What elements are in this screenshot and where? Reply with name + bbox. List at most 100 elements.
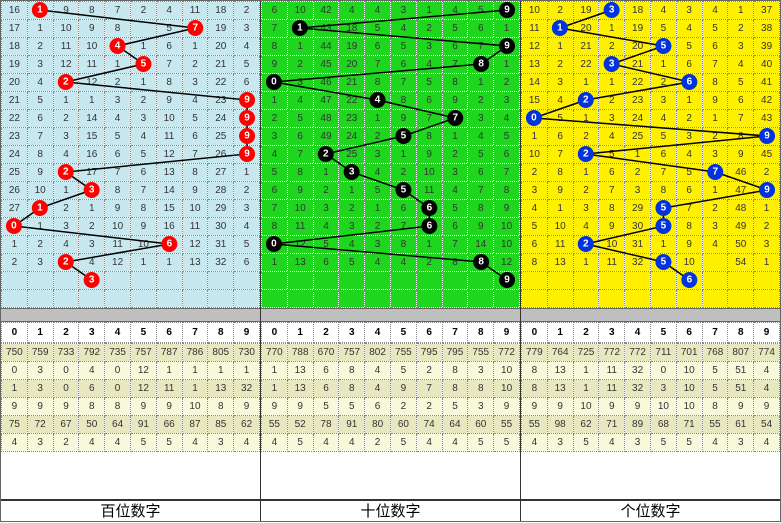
cell: 47 <box>313 92 339 110</box>
chart-wrapper: 1698724111821711098512193182111016120419… <box>0 0 781 522</box>
cell: 7 <box>650 164 676 182</box>
cell: 2 <box>676 110 702 128</box>
stat-cell: 2 <box>365 434 391 452</box>
cell: 2 <box>573 128 599 146</box>
cell: 1 <box>53 92 79 110</box>
cell: 9 <box>676 236 702 254</box>
stat-cell: 10 <box>676 362 702 380</box>
stat-cell: 5 <box>390 362 416 380</box>
cell: 6 <box>313 254 339 272</box>
cell: 8 <box>79 2 105 20</box>
cell: 24 <box>208 110 234 128</box>
cell-empty <box>416 272 442 290</box>
stat-cell: 13 <box>287 380 313 398</box>
stat-cell: 0 <box>105 380 131 398</box>
cell: 8 <box>390 236 416 254</box>
cell: 3 <box>650 92 676 110</box>
cell: 1 <box>287 38 313 56</box>
cell-empty <box>468 272 494 290</box>
cell: 9 <box>442 92 468 110</box>
cell: 14 <box>468 236 494 254</box>
cell-empty <box>702 290 728 308</box>
cell: 1 <box>573 74 599 92</box>
cell: 5 <box>234 236 260 254</box>
cell-empty <box>339 290 365 308</box>
header-digit: 5 <box>390 323 416 343</box>
cell <box>573 146 599 164</box>
cell <box>2 218 28 236</box>
cell: 1 <box>416 2 442 20</box>
cell: 4 <box>676 146 702 164</box>
stat-cell: 8 <box>339 362 365 380</box>
cell: 3 <box>365 146 391 164</box>
cell: 48 <box>728 200 754 218</box>
cell: 10 <box>676 254 702 272</box>
stat-cell: 62 <box>573 416 599 434</box>
stat-cell: 8 <box>442 380 468 398</box>
stat-cell: 66 <box>156 416 182 434</box>
cell: 3 <box>234 200 260 218</box>
stat-cell: 5 <box>339 398 365 416</box>
cell: 1 <box>625 146 651 164</box>
stat-cell: 5 <box>442 398 468 416</box>
cell: 18 <box>208 2 234 20</box>
stat-cell: 55 <box>702 416 728 434</box>
cell <box>234 110 260 128</box>
stat-cell: 9 <box>234 398 260 416</box>
stat-cell: 5 <box>130 434 156 452</box>
stat-cell: 755 <box>468 344 494 362</box>
cell: 4 <box>182 92 208 110</box>
cell: 6 <box>468 164 494 182</box>
stat-cell: 772 <box>625 344 651 362</box>
stat-cell: 3 <box>468 398 494 416</box>
cell: 1 <box>702 110 728 128</box>
stat-cell: 4 <box>79 434 105 452</box>
cell-empty <box>702 272 728 290</box>
cell-empty <box>182 272 208 290</box>
cell-empty <box>105 272 131 290</box>
header-digit: 3 <box>79 323 105 343</box>
stat-cell: 0 <box>2 362 28 380</box>
cell-empty <box>130 272 156 290</box>
cell: 2 <box>754 164 780 182</box>
stat-cell: 10 <box>676 398 702 416</box>
cell: 1 <box>390 146 416 164</box>
cell-empty <box>79 272 105 290</box>
cell: 1 <box>676 92 702 110</box>
cell: 10 <box>494 218 520 236</box>
stat-cell: 12 <box>130 380 156 398</box>
cell-empty <box>442 272 468 290</box>
cell: 17 <box>2 20 28 38</box>
cell: 2 <box>599 38 625 56</box>
cell <box>53 74 79 92</box>
cell: 7 <box>287 146 313 164</box>
cell: 2 <box>130 2 156 20</box>
stat-cell: 2 <box>416 398 442 416</box>
cell: 7 <box>390 74 416 92</box>
cell-empty <box>650 272 676 290</box>
stat-cell: 4 <box>754 362 780 380</box>
stat-cell: 788 <box>287 344 313 362</box>
stat-cell: 9 <box>156 398 182 416</box>
stat-cell: 4 <box>234 434 260 452</box>
cell: 7 <box>156 56 182 74</box>
cell: 8 <box>599 200 625 218</box>
stat-cell: 8 <box>702 398 728 416</box>
stat-cell: 4 <box>599 434 625 452</box>
cell: 4 <box>522 200 548 218</box>
cell: 7 <box>547 146 573 164</box>
cell: 8 <box>27 146 53 164</box>
cell: 18 <box>2 38 28 56</box>
header-digit: 8 <box>468 323 494 343</box>
stat-cell: 32 <box>625 362 651 380</box>
cell: 3 <box>27 56 53 74</box>
cell: 1 <box>468 74 494 92</box>
panels-row: 1698724111821711098512193182111016120419… <box>1 1 780 499</box>
cell-empty <box>156 272 182 290</box>
stat-cell: 768 <box>702 344 728 362</box>
cell: 4 <box>313 218 339 236</box>
stat-cell: 3 <box>625 434 651 452</box>
cell-empty <box>599 272 625 290</box>
cell: 45 <box>754 146 780 164</box>
cell: 12 <box>182 20 208 38</box>
